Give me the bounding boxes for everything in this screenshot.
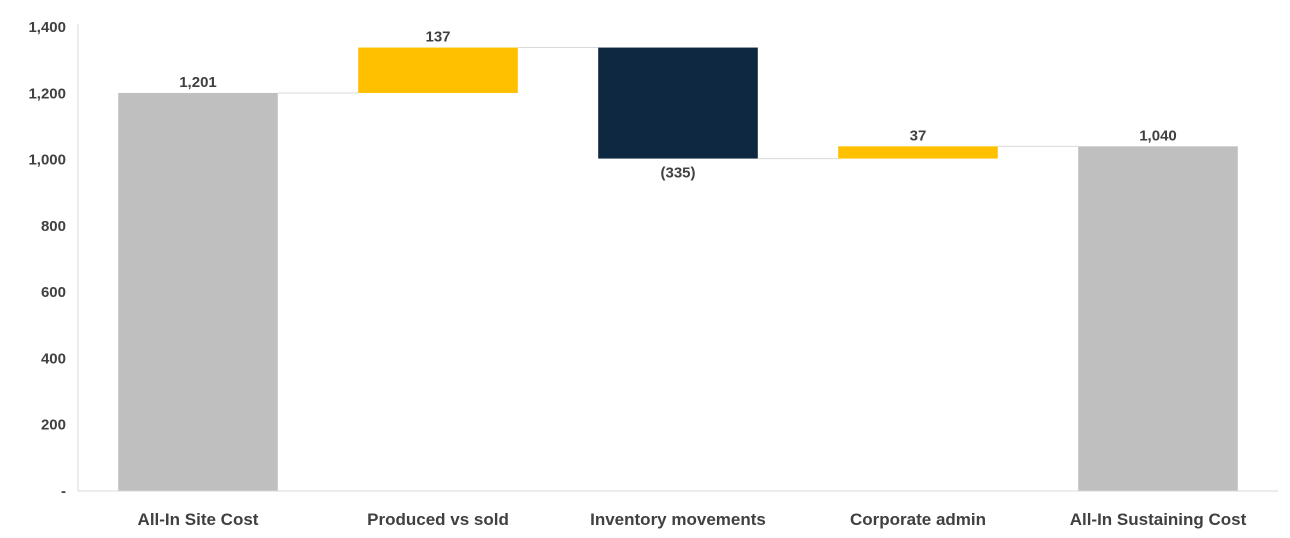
bar-all-in-site-cost [118, 92, 278, 491]
y-tick-label: 400 [41, 350, 66, 367]
y-tick-label: 600 [41, 284, 66, 301]
y-tick-label: - [61, 483, 66, 500]
x-category-label: Corporate admin [850, 510, 986, 529]
y-tick-label: 800 [41, 218, 66, 235]
data-label: 137 [425, 29, 450, 46]
x-category-label: All-In Site Cost [138, 510, 259, 529]
y-tick-label: 200 [41, 417, 66, 434]
bar-inventory-movements [598, 47, 758, 159]
x-category-label: All-In Sustaining Cost [1070, 510, 1247, 529]
y-tick-label: 1,200 [28, 85, 66, 102]
y-tick-label: 1,400 [28, 19, 66, 36]
y-tick-label: 1,000 [28, 152, 66, 169]
x-axis: All-In Site Cost Produced vs sold Inventor… [78, 490, 1278, 529]
data-labels: 1,201 137 (335) 37 1,040 [179, 29, 1177, 182]
bar-all-in-sustaining-cost [1078, 146, 1238, 492]
bar-produced-vs-sold [358, 47, 518, 93]
connector-lines [277, 47, 1079, 160]
bar-corporate-admin [838, 146, 998, 159]
data-label: 1,201 [179, 74, 217, 91]
data-label: (335) [660, 165, 695, 182]
bars [118, 47, 1238, 492]
x-category-label: Produced vs sold [367, 510, 509, 529]
x-category-label: Inventory movements [590, 510, 766, 529]
y-axis: - 200 400 600 800 1,000 1,200 1,400 [28, 19, 79, 500]
data-label: 37 [910, 127, 927, 144]
data-label: 1,040 [1139, 127, 1177, 144]
